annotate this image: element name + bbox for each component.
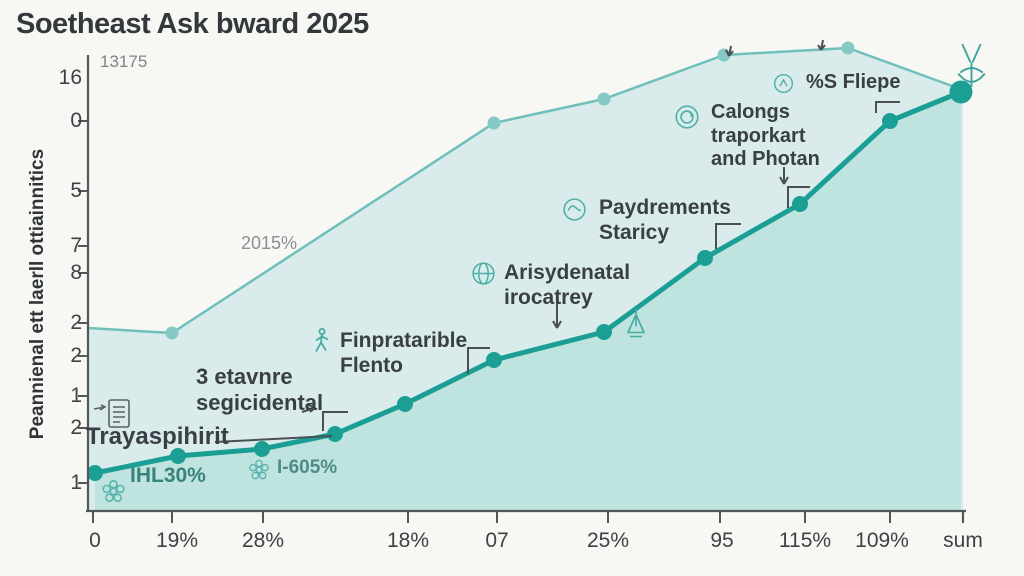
y-tick-label: 0 (70, 109, 82, 132)
lower-dark-line-marker (596, 324, 612, 340)
lower-dark-line-marker (254, 441, 270, 457)
y-axis-title: Peannienal ett laerll ottiainnitics (27, 148, 48, 440)
callout-trayaspihirit (214, 435, 333, 443)
swirl-circle-icon (673, 103, 701, 131)
page-title: Soetheast Ask bward 2025 (16, 8, 369, 40)
y-tick-label: 1 (70, 384, 82, 407)
lower-dark-line-marker (397, 396, 413, 412)
y-tick-label: 1 (70, 471, 82, 494)
lower-dark-line-marker (327, 426, 343, 442)
x-tick-label: 07 (485, 529, 509, 552)
annotation-stage-note: 3 etavnre segicidental (196, 364, 324, 415)
lower-dark-line-marker (882, 113, 898, 129)
annotation-arisydenatal: Arisydenatal irocatrey (504, 261, 631, 309)
y-tick-label: 8 (70, 261, 82, 284)
lower-dark-line-marker (486, 352, 502, 368)
x-tick-label: 25% (586, 529, 630, 552)
annotation-i605: I-605% (277, 457, 338, 478)
flower-icon (247, 458, 271, 482)
y-tick-label: 7 (70, 234, 82, 257)
callout-stage-arrow (301, 404, 316, 413)
balance-icon (622, 306, 650, 341)
x-tick-label: 18% (386, 529, 430, 552)
upper-light-line-marker (487, 116, 501, 130)
plant-scissors-icon (948, 40, 995, 93)
y-tick-label: 2 (70, 416, 82, 439)
x-tick-label: 115% (778, 529, 832, 552)
series-layer (86, 41, 973, 511)
annotation-inline-pct: 2015% (241, 233, 298, 253)
lower-dark-line-marker (697, 250, 713, 266)
x-axis-line (86, 509, 966, 521)
y-tick-label: 2 (70, 344, 82, 367)
callout-top-arrow-1 (725, 45, 734, 57)
lower-dark-line-fill (95, 92, 961, 511)
callout-photan-arrow (779, 167, 789, 185)
x-tick-label: 0 (89, 529, 101, 552)
callout-top-arrow-2 (817, 39, 826, 51)
annotation-calongs: Calongs traporkart and Photan (711, 101, 820, 171)
callout-irocatrey (552, 294, 562, 329)
lower-dark-line-marker (87, 465, 103, 481)
y-tick-label: 2 (70, 311, 82, 334)
y-tick-label: 16 (58, 66, 82, 89)
annotation-fliepe: %S Fliepe (806, 71, 901, 93)
callout-photan-elbow (787, 186, 810, 208)
upper-light-line-marker (841, 41, 855, 55)
x-tick-label: 19% (155, 529, 199, 552)
lower-dark-line-marker (949, 80, 973, 104)
callout-paydrements (715, 223, 741, 249)
lower-dark-line-marker (170, 448, 186, 464)
x-tick-label: 109% (855, 529, 909, 552)
annotation-paydrements: Paydrements Staricy (599, 196, 731, 244)
x-tick-label: 95 (710, 529, 734, 552)
y-tick-label: 5 (70, 179, 82, 202)
annotation-finpratarible: Finpratarible Flento (340, 329, 468, 377)
flower-icon (100, 478, 127, 505)
top-axis-value: 13175 (100, 52, 148, 71)
upper-light-line-marker (597, 92, 611, 106)
axes (78, 55, 966, 523)
x-tick-label: 28% (241, 529, 285, 552)
document-icon (92, 398, 144, 432)
small-circle-icon (772, 72, 795, 95)
callout-lines (214, 39, 900, 443)
sketch-circle-icon (561, 196, 588, 223)
x-tick-label: sum (943, 529, 983, 552)
x-axis-ticks (92, 511, 964, 523)
callout-fliepe-elbow (875, 101, 900, 113)
y-axis-ticks (78, 120, 88, 484)
walking-person-icon (310, 327, 334, 356)
lower-dark-line-marker (792, 196, 808, 212)
callout-stage-elbow (322, 411, 348, 431)
callout-flento (467, 347, 490, 374)
annotation-ihl30: IHL30% (130, 464, 206, 487)
upper-light-line-marker (165, 326, 179, 340)
globe-icon (470, 260, 497, 287)
